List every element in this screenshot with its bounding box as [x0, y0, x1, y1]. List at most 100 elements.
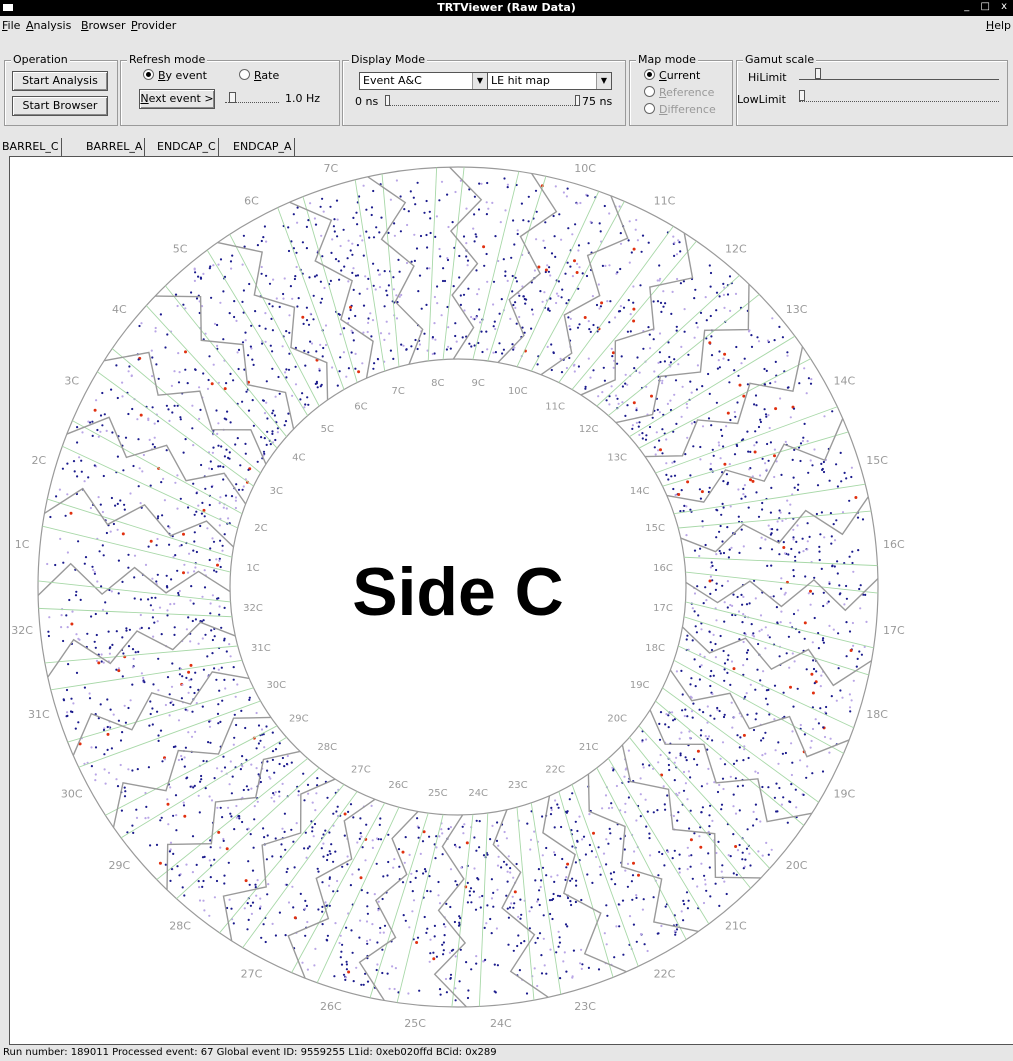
hit-point [562, 960, 565, 963]
hit-point [253, 805, 256, 808]
hit-point [194, 271, 197, 274]
current-radio[interactable]: Current [644, 69, 700, 82]
tab-endcap-c[interactable]: ENDCAP_C [155, 138, 219, 156]
rate-slider-handle[interactable] [229, 92, 236, 103]
hit-point [533, 830, 536, 833]
hilimit-slider-handle[interactable] [815, 68, 821, 79]
time-range-slider[interactable] [385, 95, 579, 106]
hit-point [393, 222, 396, 225]
menu-analysis[interactable]: Analysis [26, 19, 72, 32]
hit-point [754, 430, 757, 433]
lowlimit-slider-handle[interactable] [799, 90, 805, 101]
hit-point [285, 330, 288, 333]
hit-point [156, 517, 159, 520]
hit-point [222, 290, 225, 293]
hit-point [178, 874, 181, 877]
hit-point [137, 650, 140, 653]
next-event-button[interactable]: Next event > [139, 89, 215, 109]
hit-point [377, 900, 380, 903]
event-select[interactable]: Event A&C ▼ [359, 72, 488, 90]
hit-point [611, 355, 614, 358]
hit-point [597, 846, 600, 849]
hit-point [116, 455, 119, 458]
sector-boundary [680, 496, 869, 553]
time-range-max-handle[interactable] [575, 95, 580, 106]
hit-point [375, 968, 378, 972]
rate-slider[interactable] [225, 92, 279, 103]
hit-point [247, 354, 250, 357]
menu-file[interactable]: File [2, 19, 21, 32]
hit-map-canvas[interactable]: 1C2C3C4C5C6C7C8C9C10C11C12C13C14C15C16C1… [9, 156, 1013, 1045]
hit-point [69, 511, 73, 515]
hit-point [718, 783, 721, 787]
hit-point [540, 879, 543, 882]
map-select[interactable]: LE hit map ▼ [487, 72, 612, 90]
hit-point [102, 728, 106, 732]
hit-point [812, 667, 816, 671]
hit-point [820, 462, 823, 465]
start-browser-button[interactable]: Start Browser [12, 96, 108, 116]
hit-point [694, 685, 697, 688]
hit-point [393, 234, 396, 237]
rate-radio[interactable]: Rate [239, 69, 279, 82]
hit-point [217, 597, 220, 600]
hit-point [187, 670, 191, 674]
hit-point [316, 867, 319, 870]
menu-help[interactable]: Help [985, 19, 1011, 32]
hit-point [749, 683, 752, 686]
hit-point [647, 241, 650, 244]
hit-point [803, 733, 807, 736]
tab-endcap-a[interactable]: ENDCAP_A [231, 138, 295, 156]
module-grid-line [638, 725, 771, 869]
menu-provider[interactable]: Provider [131, 19, 177, 32]
window-controls[interactable]: _ □ x [964, 1, 1011, 12]
hit-point [829, 512, 833, 515]
by-event-radio[interactable]: By event [143, 69, 207, 82]
hit-point [589, 220, 592, 223]
hit-point [736, 785, 740, 788]
hit-point [496, 864, 500, 867]
hit-point [492, 303, 495, 306]
hit-point [721, 584, 724, 587]
hit-point [845, 477, 848, 480]
hit-point [340, 269, 343, 272]
outer-sector-label: 32C [11, 624, 33, 637]
gamut-scale-group: Gamut scale HiLimit LowLimit [736, 53, 1008, 126]
menu-browser[interactable]: Browser [81, 19, 126, 32]
hit-point [213, 896, 216, 899]
hit-point [211, 537, 214, 540]
lowlimit-slider[interactable] [799, 91, 999, 102]
hit-point [648, 333, 651, 336]
hit-point [656, 408, 659, 411]
hit-point [405, 348, 408, 351]
hit-point [163, 499, 166, 502]
start-analysis-button[interactable]: Start Analysis [12, 71, 108, 91]
reference-radio[interactable]: Reference [644, 86, 714, 99]
hit-point [266, 760, 269, 763]
hit-point [352, 816, 355, 819]
hit-point [774, 407, 778, 411]
window-menu-icon[interactable] [3, 4, 13, 11]
hit-point [708, 264, 711, 267]
difference-radio[interactable]: Difference [644, 103, 716, 116]
hit-point [367, 317, 370, 320]
hit-point [792, 575, 796, 578]
hit-point [192, 602, 195, 605]
hit-point [641, 437, 644, 440]
display-mode-group: Display Mode Event A&C ▼ LE hit map ▼ 0 … [342, 53, 626, 126]
hilimit-slider[interactable] [799, 69, 999, 80]
hit-point [691, 716, 694, 719]
tab-barrel-a[interactable]: BARREL_A [84, 138, 146, 156]
hit-point [753, 444, 756, 447]
hit-point [376, 963, 379, 966]
tab-barrel-c[interactable]: BARREL_C [0, 138, 62, 156]
hit-point [745, 692, 748, 695]
hit-point [150, 349, 153, 352]
hit-point [767, 459, 770, 462]
time-range-min-handle[interactable] [385, 95, 390, 106]
hit-point [494, 351, 497, 354]
hit-point [761, 854, 764, 857]
module-grid-line [558, 226, 674, 383]
hit-point [762, 670, 765, 673]
hit-point [722, 787, 725, 791]
